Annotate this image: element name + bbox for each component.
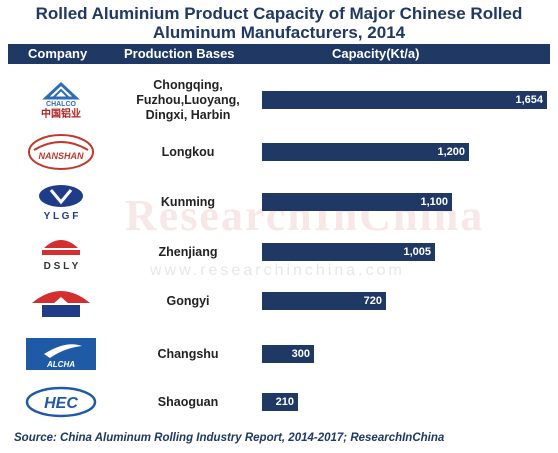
production-base-label: Longkou xyxy=(161,144,215,159)
svg-text:D S L Y: D S L Y xyxy=(44,261,79,272)
bar-value-label: 1,654 xyxy=(515,94,543,106)
watermark-url: www.researchinchina.com xyxy=(150,262,405,279)
title-line-2: Aluminum Manufacturers, 2014 xyxy=(152,23,406,42)
bar xyxy=(262,292,386,310)
production-base-label: Shaoguan xyxy=(157,394,219,409)
title-line-1: Rolled Aluminium Product Capacity of Maj… xyxy=(35,4,523,23)
bar-value-label: 1,100 xyxy=(420,196,448,208)
chart-title: Rolled Aluminium Product Capacity of Maj… xyxy=(0,4,558,42)
table-header: Company Production Bases Capacity(Kt/a) xyxy=(8,44,550,64)
svg-text:CHALCO: CHALCO xyxy=(46,101,76,108)
hec-logo: HEC xyxy=(20,382,102,422)
gongyi-logo xyxy=(20,281,102,321)
bar xyxy=(262,143,469,161)
source-note: Source: China Aluminum Rolling Industry … xyxy=(14,432,445,444)
production-base-label: Kunming xyxy=(160,194,216,209)
alcha-logo: ALCHA xyxy=(20,334,102,374)
bar-value-label: 1,200 xyxy=(437,146,465,158)
svg-text:ALCHA: ALCHA xyxy=(46,360,75,369)
dsly-logo: D S L Y xyxy=(20,232,102,272)
header-bases: Production Bases xyxy=(124,46,235,61)
bar xyxy=(262,91,547,109)
chalco-logo: CHALCO 中国铝业 xyxy=(20,80,102,120)
bar-value-label: 300 xyxy=(291,348,310,360)
bar-value-label: 1,005 xyxy=(403,246,431,258)
bar xyxy=(262,393,298,411)
svg-text:HEC: HEC xyxy=(44,395,78,412)
svg-text:NANSHAN: NANSHAN xyxy=(39,151,85,161)
svg-text:Y L G F: Y L G F xyxy=(44,211,79,222)
header-company: Company xyxy=(28,46,88,61)
nanshan-logo: NANSHAN xyxy=(20,132,102,172)
bar-value-label: 720 xyxy=(363,295,382,307)
ylgf-logo: Y L G F xyxy=(20,182,102,222)
production-base-label: Gongyi xyxy=(166,293,210,308)
bar xyxy=(262,243,435,261)
bar xyxy=(262,193,452,211)
production-base-label: Changshu xyxy=(157,346,219,361)
production-base-label: Zhenjiang xyxy=(158,244,218,259)
bar xyxy=(262,345,314,363)
bar-value-label: 210 xyxy=(275,396,294,408)
header-capacity: Capacity(Kt/a) xyxy=(332,46,420,61)
svg-text:中国铝业: 中国铝业 xyxy=(41,107,81,120)
production-base-label: Chongqing, Fuzhou,Luoyang, Dingxi, Harbin xyxy=(136,77,240,122)
